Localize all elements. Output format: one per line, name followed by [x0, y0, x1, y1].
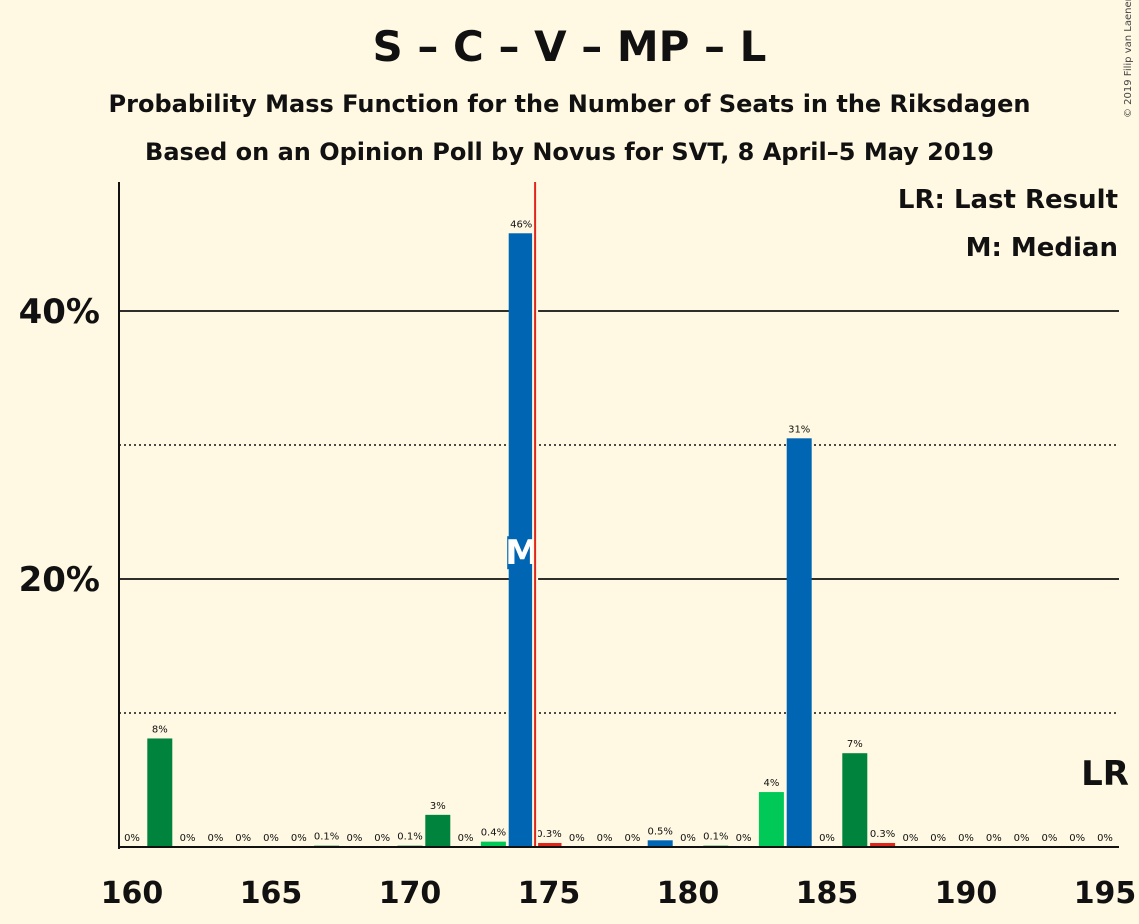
data-label-seat-161: 8%: [152, 724, 168, 735]
data-label-seat-183: 4%: [763, 778, 779, 789]
data-label-seat-195: 0%: [1097, 833, 1113, 844]
chart-subtitle: Probability Mass Function for the Number…: [108, 90, 1031, 118]
last-result-marker: LR: [1081, 754, 1129, 794]
data-label-seat-191: 0%: [986, 833, 1002, 844]
y-tick-label: 40%: [19, 292, 100, 332]
bar-seat-184: [786, 438, 812, 847]
data-label-seat-173: 0.4%: [481, 828, 506, 839]
data-label-seat-192: 0%: [1014, 833, 1030, 844]
chart-title: S – C – V – MP – L: [372, 22, 767, 71]
data-label-seat-174: 46%: [510, 219, 532, 230]
data-label-seat-181: 0.1%: [703, 832, 728, 843]
data-label-seat-180: 0%: [680, 833, 696, 844]
data-label-seat-178: 0%: [624, 833, 640, 844]
bar-seat-179: [647, 840, 673, 847]
x-tick-label: 170: [379, 876, 442, 911]
data-label-seat-182: 0%: [736, 833, 752, 844]
bar-seat-171: [425, 814, 451, 847]
x-tick-label: 185: [796, 876, 859, 911]
data-label-seat-187: 0.3%: [870, 829, 895, 840]
data-label-seat-172: 0%: [458, 833, 474, 844]
data-label-seat-165: 0%: [263, 833, 279, 844]
x-tick-label: 160: [101, 876, 164, 911]
bar-seat-187: [870, 842, 896, 847]
data-label-seat-175: 0.3%: [536, 829, 561, 840]
legend-last-result: LR: Last Result: [898, 185, 1118, 215]
x-tick-label: 195: [1074, 876, 1137, 911]
data-label-seat-163: 0%: [207, 833, 223, 844]
x-tick-label: 180: [657, 876, 720, 911]
data-label-seat-162: 0%: [180, 833, 196, 844]
data-label-seat-185: 0%: [819, 833, 835, 844]
data-label-seat-184: 31%: [788, 424, 810, 435]
data-label-seat-194: 0%: [1069, 833, 1085, 844]
data-label-seat-190: 0%: [958, 833, 974, 844]
data-label-seat-169: 0%: [374, 833, 390, 844]
chart-source: Based on an Opinion Poll by Novus for SV…: [145, 138, 994, 166]
bar-seat-183: [758, 792, 784, 847]
data-label-seat-164: 0%: [235, 833, 251, 844]
x-tick-label: 165: [240, 876, 303, 911]
data-label-seat-168: 0%: [346, 833, 362, 844]
x-tick-label: 190: [935, 876, 998, 911]
data-label-seat-177: 0%: [597, 833, 613, 844]
x-tick-label: 175: [518, 876, 581, 911]
data-label-seat-186: 7%: [847, 739, 863, 750]
data-label-seat-189: 0%: [930, 833, 946, 844]
data-label-seat-171: 3%: [430, 801, 446, 812]
data-label-seat-179: 0.5%: [647, 826, 672, 837]
bar-seat-161: [147, 738, 173, 847]
bar-seat-173: [480, 841, 506, 847]
legend-median: M: Median: [966, 233, 1118, 263]
median-marker-bg: [507, 536, 536, 570]
data-label-seat-176: 0%: [569, 833, 585, 844]
data-label-seat-167: 0.1%: [314, 832, 339, 843]
y-tick-label: 20%: [19, 560, 100, 600]
bar-seat-186: [842, 753, 868, 847]
data-label-seat-188: 0%: [902, 833, 918, 844]
data-label-seat-193: 0%: [1041, 833, 1057, 844]
data-label-seat-170: 0.1%: [397, 832, 422, 843]
data-label-seat-166: 0%: [291, 833, 307, 844]
data-label-seat-160: 0%: [124, 833, 140, 844]
bar-seat-175: [536, 842, 562, 847]
